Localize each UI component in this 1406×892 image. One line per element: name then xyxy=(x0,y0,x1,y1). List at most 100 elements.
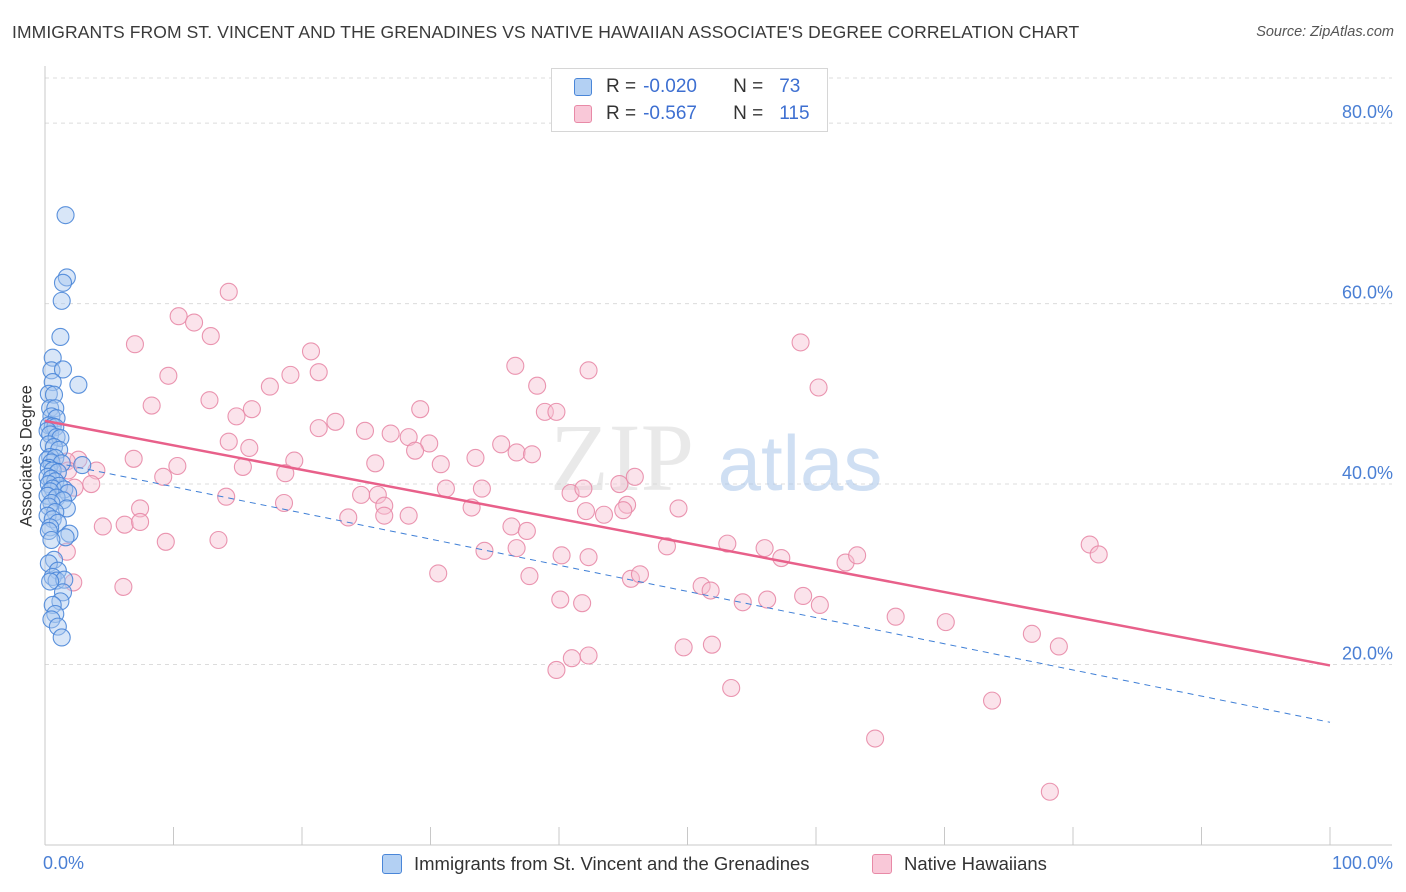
data-point-native-hawaiians xyxy=(82,475,101,494)
series-immigrants-st-vincent xyxy=(38,206,92,647)
data-point-native-hawaiians xyxy=(502,517,521,536)
data-point-native-hawaiians xyxy=(594,505,614,524)
data-point-native-hawaiians xyxy=(758,590,777,609)
y-tick-label: 80.0% xyxy=(1342,102,1393,122)
data-point-native-hawaiians xyxy=(260,377,279,396)
data-point-native-hawaiians xyxy=(276,464,295,483)
data-point-native-hawaiians xyxy=(475,541,494,560)
data-point-immigrants xyxy=(52,628,71,647)
data-point-native-hawaiians xyxy=(520,567,539,586)
data-point-native-hawaiians xyxy=(1080,535,1099,554)
data-point-immigrants xyxy=(56,206,75,225)
data-point-native-hawaiians xyxy=(614,501,633,520)
data-point-immigrants xyxy=(53,360,73,379)
data-point-native-hawaiians xyxy=(755,539,774,558)
data-point-native-hawaiians xyxy=(169,307,188,326)
data-point-native-hawaiians xyxy=(142,396,161,415)
data-point-native-hawaiians xyxy=(1089,545,1108,564)
data-point-native-hawaiians xyxy=(326,412,345,431)
data-point-immigrants xyxy=(41,572,60,591)
data-point-native-hawaiians xyxy=(517,521,536,541)
legend-r-label: R = xyxy=(606,76,637,97)
data-point-native-hawaiians xyxy=(274,493,294,513)
data-point-native-hawaiians xyxy=(240,438,259,458)
data-point-immigrants xyxy=(69,375,88,394)
data-point-native-hawaiians xyxy=(156,532,175,551)
x-tick-label-max: 100.0% xyxy=(1332,853,1393,873)
data-point-native-hawaiians xyxy=(522,445,542,464)
data-point-native-hawaiians xyxy=(219,432,238,451)
legend-n-label: N = xyxy=(733,76,764,97)
data-point-immigrants xyxy=(53,273,73,292)
data-point-immigrants xyxy=(48,617,67,636)
data-point-immigrants xyxy=(44,385,64,404)
data-point-native-hawaiians xyxy=(701,581,720,600)
data-point-native-hawaiians xyxy=(159,366,178,385)
data-point-native-hawaiians xyxy=(674,638,693,657)
gridlines xyxy=(45,77,1392,666)
data-point-immigrants xyxy=(56,528,75,547)
trend-line-immigrants xyxy=(44,460,1331,723)
data-point-immigrants xyxy=(73,456,92,475)
source-label: Source: ZipAtlas.com xyxy=(1256,24,1394,40)
data-point-native-hawaiians xyxy=(420,434,439,453)
data-point-native-hawaiians xyxy=(1022,624,1041,643)
data-point-native-hawaiians xyxy=(309,419,328,438)
data-point-native-hawaiians xyxy=(718,534,737,553)
data-point-native-hawaiians xyxy=(114,577,133,596)
data-point-native-hawaiians xyxy=(574,479,593,498)
data-point-native-hawaiians xyxy=(125,335,144,354)
data-point-immigrants xyxy=(57,499,76,518)
legend-row-pink: R = -0.567 N = 115 xyxy=(574,101,810,127)
data-point-native-hawaiians xyxy=(429,564,448,583)
watermark-atlas: atlas xyxy=(718,419,883,507)
data-point-native-hawaiians xyxy=(87,461,106,480)
data-point-immigrants xyxy=(42,610,61,629)
data-point-native-hawaiians xyxy=(1040,782,1059,801)
legend-n-value: 115 xyxy=(779,103,810,124)
bottom-legend-swatch-pink xyxy=(872,854,892,874)
data-point-native-hawaiians xyxy=(552,546,571,565)
data-point-native-hawaiians xyxy=(366,454,385,473)
bottom-legend-label-pink: Native Hawaiians xyxy=(904,853,1047,874)
chart-title: IMMIGRANTS FROM ST. VINCENT AND THE GREN… xyxy=(12,22,1080,42)
legend-row-blue: R = -0.020 N = 73 xyxy=(574,74,800,100)
bottom-legend-label-blue: Immigrants from St. Vincent and the Gren… xyxy=(414,853,810,874)
data-point-native-hawaiians xyxy=(772,549,791,568)
legend-swatch-pink xyxy=(574,105,592,123)
data-point-native-hawaiians xyxy=(227,407,246,426)
data-point-native-hawaiians xyxy=(866,729,885,748)
data-point-native-hawaiians xyxy=(375,496,394,515)
data-point-native-hawaiians xyxy=(217,487,236,506)
data-point-native-hawaiians xyxy=(579,361,598,380)
watermark: ZIP atlas xyxy=(550,404,882,511)
data-point-native-hawaiians xyxy=(936,613,955,632)
data-point-native-hawaiians xyxy=(573,594,592,613)
data-point-native-hawaiians xyxy=(131,512,150,532)
data-point-native-hawaiians xyxy=(381,424,400,443)
data-point-native-hawaiians xyxy=(576,502,596,521)
data-point-native-hawaiians xyxy=(93,517,112,536)
data-point-native-hawaiians xyxy=(702,635,721,654)
data-point-immigrants xyxy=(42,530,61,550)
data-point-native-hawaiians xyxy=(630,565,650,584)
data-point-native-hawaiians xyxy=(562,649,581,668)
data-point-native-hawaiians xyxy=(528,376,547,395)
data-point-native-hawaiians xyxy=(836,553,855,572)
correlation-legend: R = -0.020 N = 73 R = -0.567 N = 115 xyxy=(551,68,828,132)
data-point-native-hawaiians xyxy=(547,660,566,679)
trend-line-native-hawaiians xyxy=(44,419,1331,667)
data-point-native-hawaiians xyxy=(794,586,813,606)
data-point-native-hawaiians xyxy=(309,363,328,382)
data-point-native-hawaiians xyxy=(1049,637,1068,656)
data-point-native-hawaiians xyxy=(466,448,485,467)
data-point-native-hawaiians xyxy=(201,327,220,346)
data-point-native-hawaiians xyxy=(406,441,425,460)
data-point-native-hawaiians xyxy=(185,313,204,332)
series-native-hawaiians xyxy=(57,282,1108,801)
tick-labels: 20.0% 40.0% 60.0% 80.0% 0.0% 100.0% xyxy=(43,102,1393,873)
data-point-native-hawaiians xyxy=(219,282,238,301)
data-point-immigrants xyxy=(38,506,57,525)
bottom-legend-swatch-blue xyxy=(382,854,402,874)
